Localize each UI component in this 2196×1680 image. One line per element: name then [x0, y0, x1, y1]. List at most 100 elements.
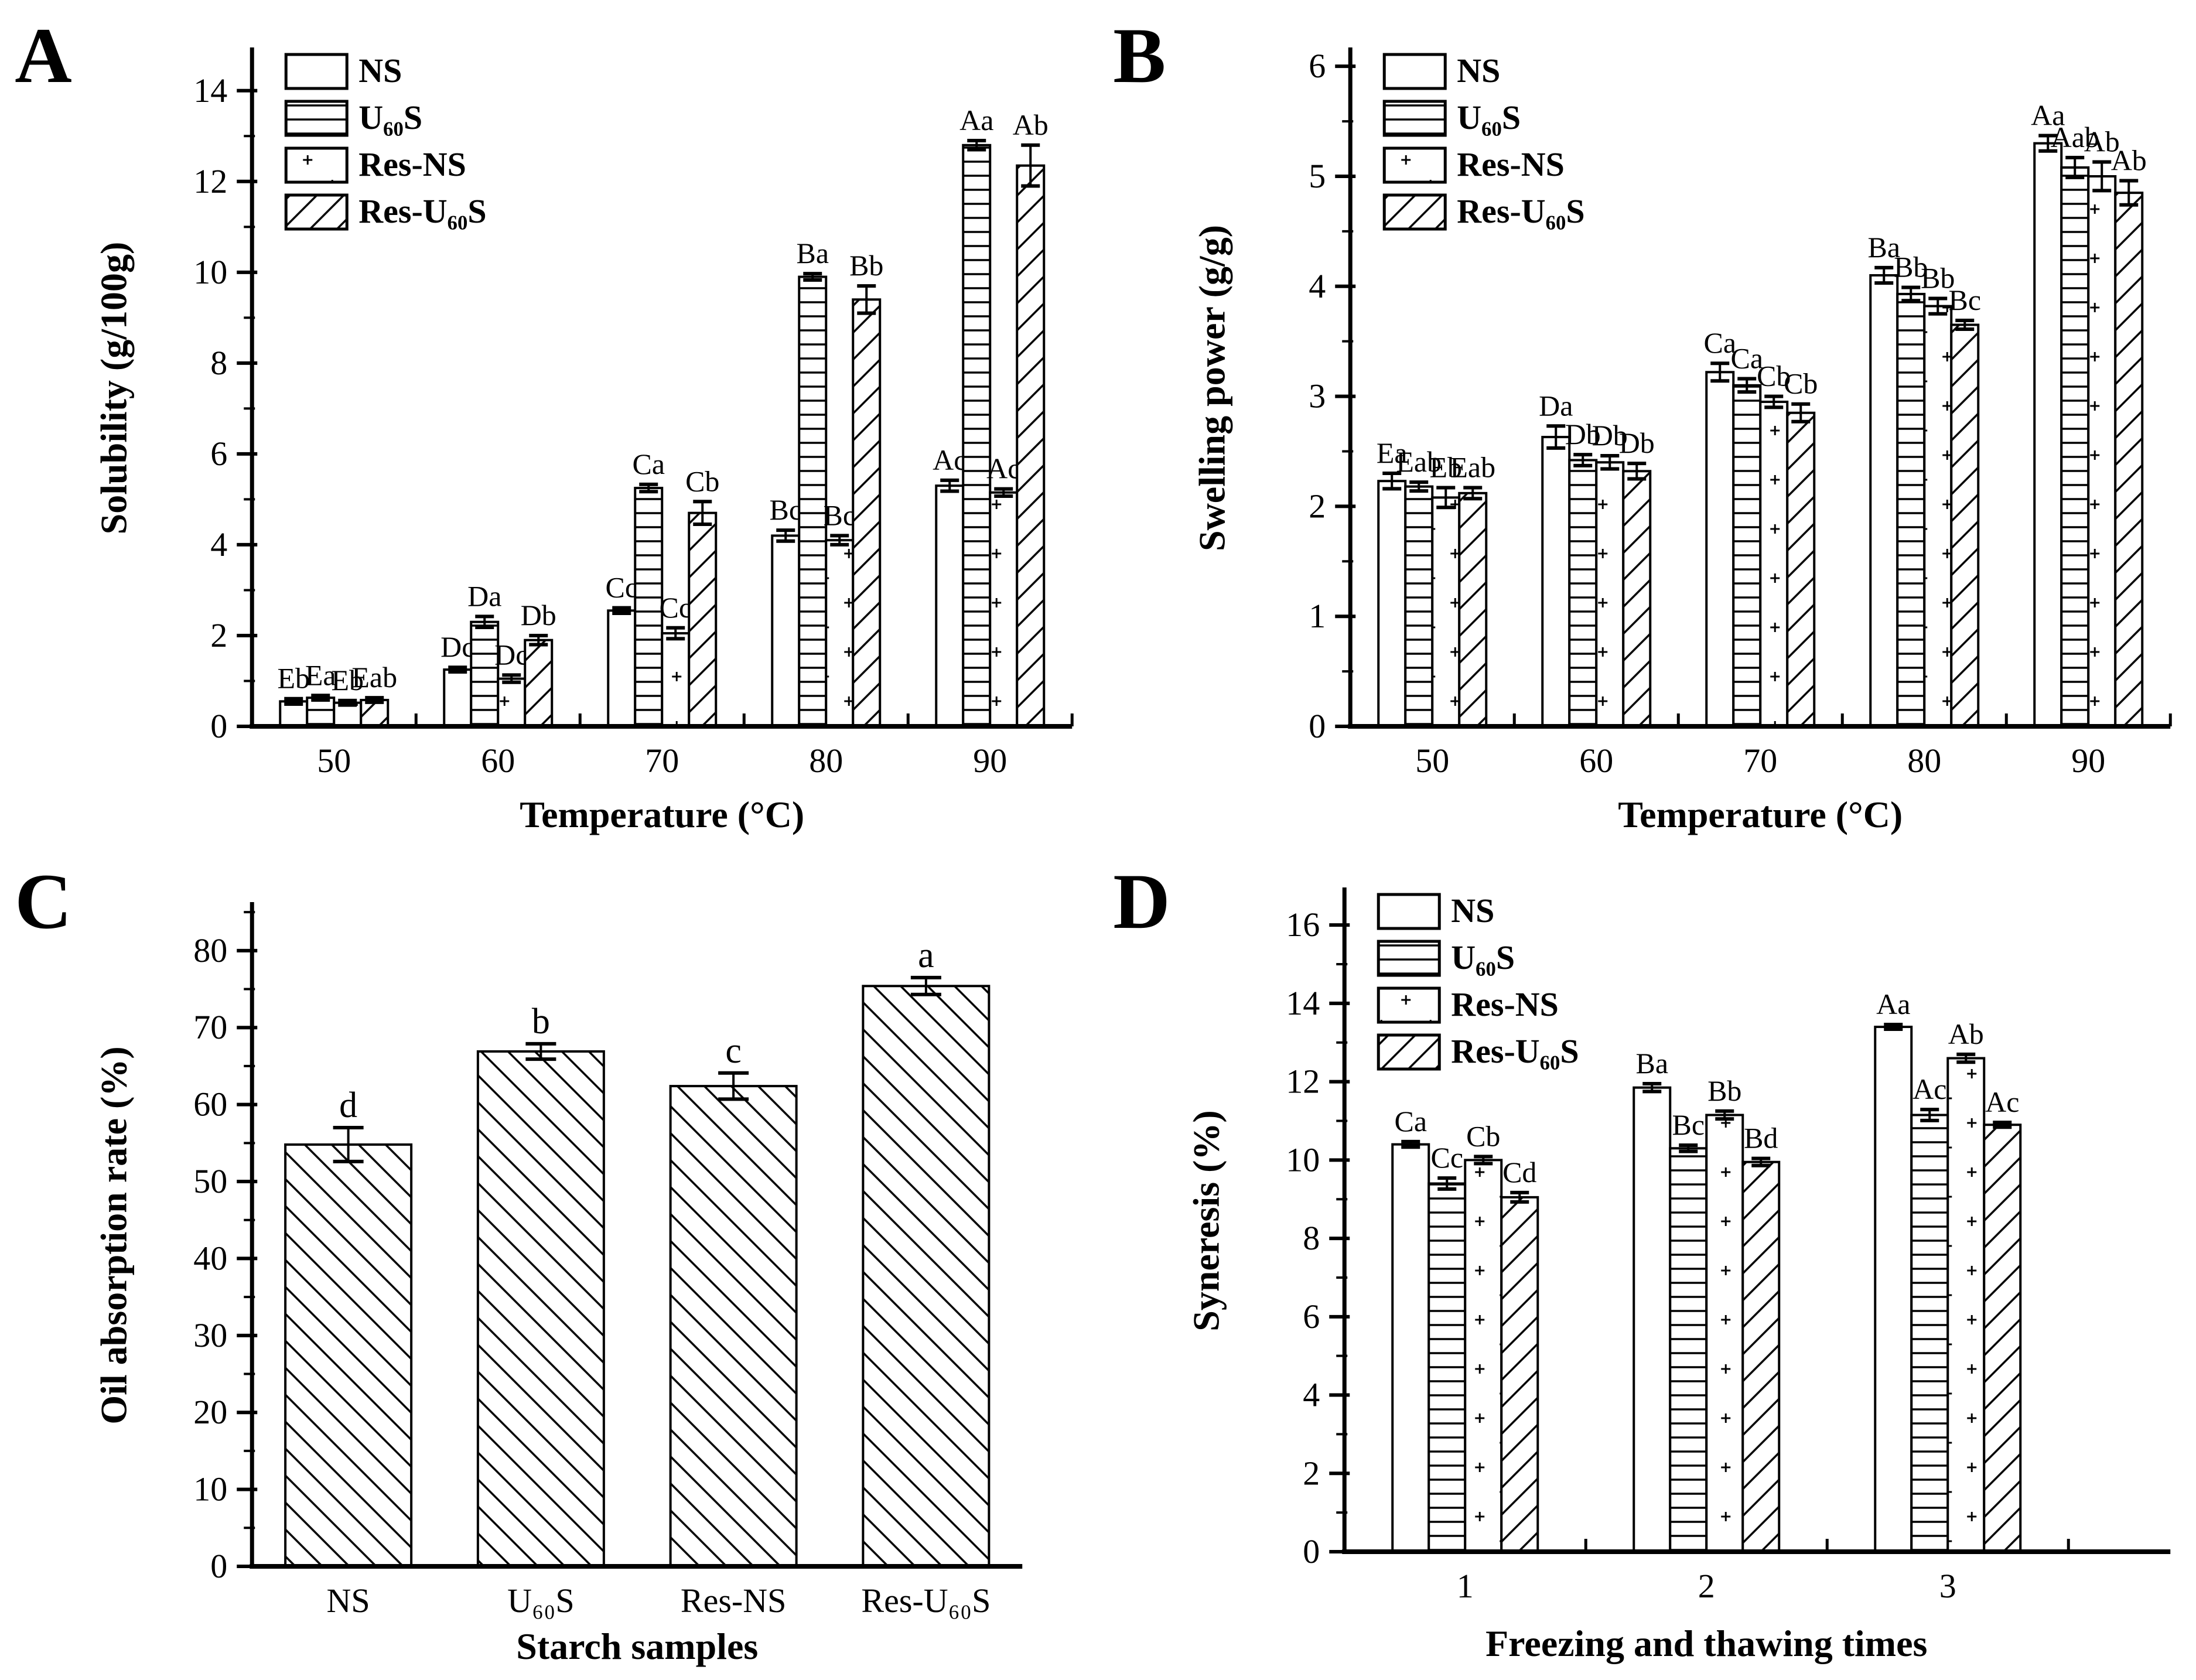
- plot-area-c: d b c a 0 10 20 30 40 50 60 70 80 NS U₆₀S Res-NS Res-U₆₀…: [93, 902, 1023, 1667]
- svg-text:70: 70: [645, 742, 679, 780]
- svg-text:U₆₀S: U₆₀S: [1457, 98, 1521, 136]
- svg-text:Ca: Ca: [1703, 326, 1736, 359]
- svg-text:0: 0: [1309, 707, 1326, 745]
- svg-text:Res-U₆₀S: Res-U₆₀S: [861, 1582, 991, 1620]
- svg-text:U₆₀S: U₆₀S: [507, 1582, 575, 1620]
- svg-text:Ca: Ca: [1730, 342, 1763, 375]
- svg-text:NS: NS: [1451, 892, 1494, 930]
- svg-text:1: 1: [1309, 597, 1326, 635]
- svg-text:Ba: Ba: [796, 237, 829, 269]
- svg-text:90: 90: [2071, 742, 2105, 780]
- svg-text:Bb: Bb: [1921, 261, 1955, 294]
- axes: 0 1 2 3 4 5 6 50 60 70 80 90 Temperature (°C) Swellin…: [1191, 47, 2172, 835]
- svg-text:60: 60: [193, 1085, 227, 1124]
- svg-text:Ab: Ab: [2110, 144, 2146, 176]
- svg-text:4: 4: [210, 525, 227, 564]
- svg-text:Eb: Eb: [331, 664, 364, 696]
- svg-text:Res-U₆₀S: Res-U₆₀S: [358, 192, 486, 230]
- svg-text:Ca: Ca: [1394, 1105, 1427, 1138]
- svg-text:Bc: Bc: [1948, 284, 1981, 316]
- svg-text:Eab: Eab: [351, 661, 397, 694]
- panel-b: B Ea Da Ca Ba Aa Eab Db Ca Bb Aab Eb Db Cb Bb Ab Eab Db C…: [1098, 0, 2196, 840]
- svg-text:16: 16: [1286, 906, 1320, 944]
- svg-text:8: 8: [1303, 1219, 1320, 1257]
- svg-text:c: c: [725, 1031, 742, 1071]
- svg-text:d: d: [339, 1085, 357, 1125]
- svg-text:Temperature (°C): Temperature (°C): [1618, 794, 1903, 835]
- svg-text:Cb: Cb: [1784, 367, 1818, 400]
- panel-letter-d: D: [1113, 858, 1170, 945]
- svg-text:Res-NS: Res-NS: [681, 1582, 786, 1620]
- svg-text:Eb: Eb: [277, 662, 310, 695]
- svg-text:Cc: Cc: [605, 571, 638, 604]
- svg-text:0: 0: [1303, 1532, 1320, 1570]
- svg-text:30: 30: [193, 1316, 227, 1354]
- svg-text:50: 50: [1415, 742, 1449, 780]
- svg-text:Ac: Ac: [1912, 1073, 1946, 1105]
- svg-text:2: 2: [1303, 1454, 1320, 1492]
- svg-text:0: 0: [210, 707, 227, 745]
- svg-text:Res-NS: Res-NS: [1451, 985, 1559, 1023]
- svg-text:Cd: Cd: [1502, 1156, 1536, 1189]
- svg-text:Db: Db: [521, 599, 556, 631]
- svg-text:Ea: Ea: [305, 658, 336, 691]
- svg-text:Res-U₆₀S: Res-U₆₀S: [1457, 192, 1584, 230]
- svg-text:Bb: Bb: [849, 249, 883, 282]
- svg-text:8: 8: [210, 344, 227, 382]
- svg-text:Ea: Ea: [1376, 436, 1407, 469]
- svg-text:Res-NS: Res-NS: [358, 145, 466, 183]
- bars-and-errorbars: Ea Da Ca Ba Aa Eab Db Ca Bb Aab Eb Db Cb Bb Ab Eab Db Cb B…: [1376, 98, 2146, 728]
- svg-text:Cc: Cc: [1430, 1141, 1463, 1174]
- svg-text:2: 2: [210, 616, 227, 654]
- svg-text:60: 60: [1579, 742, 1613, 780]
- svg-text:Bc: Bc: [769, 493, 802, 526]
- svg-text:Eb: Eb: [1429, 450, 1462, 483]
- svg-text:12: 12: [1286, 1063, 1320, 1101]
- svg-text:50: 50: [193, 1162, 227, 1200]
- svg-text:Ab: Ab: [1013, 108, 1049, 141]
- svg-text:80: 80: [193, 931, 227, 969]
- svg-text:Bd: Bd: [1744, 1122, 1778, 1155]
- svg-text:Bb: Bb: [1707, 1074, 1741, 1107]
- svg-text:Db: Db: [1591, 419, 1627, 452]
- svg-text:Bc: Bc: [823, 498, 856, 531]
- svg-text:6: 6: [1309, 47, 1326, 85]
- svg-text:50: 50: [317, 742, 351, 780]
- svg-text:Da: Da: [1539, 389, 1573, 422]
- chart-b-swelling-power: B Ea Da Ca Ba Aa Eab Db Ca Bb Aab Eb Db Cb Bb Ab Eab Db C…: [1113, 12, 2172, 835]
- svg-text:Cb: Cb: [1466, 1119, 1500, 1152]
- svg-text:Ac: Ac: [986, 452, 1020, 485]
- svg-text:Eab: Eab: [1450, 450, 1495, 483]
- svg-text:2: 2: [1309, 487, 1326, 525]
- svg-text:20: 20: [193, 1393, 227, 1431]
- legend: NS U₆₀S Res-NS Res-U₆₀S: [1377, 892, 1579, 1071]
- svg-text:U₆₀S: U₆₀S: [1451, 938, 1515, 976]
- panel-d: D Ca Ba Aa Cc Bc Ac Cb Bb Ab Cd Bd Ac 0 2 4 6 8 10 12 14 16 1…: [1098, 840, 2196, 1680]
- svg-text:Res-NS: Res-NS: [1457, 145, 1565, 183]
- svg-text:Ac: Ac: [1985, 1085, 2019, 1118]
- svg-text:Temperature (°C): Temperature (°C): [520, 794, 804, 835]
- svg-text:10: 10: [1286, 1141, 1320, 1179]
- svg-text:Ba: Ba: [1867, 231, 1900, 264]
- panel-letter-c: C: [15, 858, 72, 945]
- bars-and-errorbars: d b c a: [284, 935, 991, 1568]
- chart-d-syneresis: D CaBaAaCcBcAcCbBbAbCdBdAc02468101214161…: [1113, 858, 2170, 1664]
- svg-text:4: 4: [1309, 267, 1326, 305]
- plot-area-b: Ea Da Ca Ba Aa Eab Db Ca Bb Aab Eb Db Cb Bb Ab Eab Db Cb B…: [1191, 47, 2172, 835]
- svg-text:40: 40: [193, 1239, 227, 1277]
- svg-text:Ac: Ac: [933, 443, 966, 476]
- svg-text:Ca: Ca: [632, 448, 665, 480]
- svg-text:Ba: Ba: [1635, 1047, 1668, 1080]
- panel-letter-b: B: [1113, 12, 1166, 100]
- svg-text:Oil absorption rate (%): Oil absorption rate (%): [93, 1046, 134, 1424]
- legend: NS U₆₀S Res-NS Res-U₆₀S: [284, 52, 487, 231]
- svg-text:NS: NS: [358, 52, 402, 90]
- svg-text:Freezing and thawing times: Freezing and thawing times: [1485, 1623, 1927, 1664]
- chart-a-solubility: A Eb Dc Cc Bc Ac Ea Da Ca Ba Aa Eb Dc Cc Bc Ac Eab Db Cb B…: [15, 12, 1074, 835]
- svg-text:14: 14: [1286, 984, 1320, 1022]
- svg-text:3: 3: [1309, 377, 1326, 415]
- bars-and-errorbars: Eb Dc Cc Bc Ac Ea Da Ca Ba Aa Eb Dc Cc Bc Ac Eab Db Cb Bb A…: [277, 104, 1049, 728]
- svg-text:Eab: Eab: [1396, 445, 1442, 478]
